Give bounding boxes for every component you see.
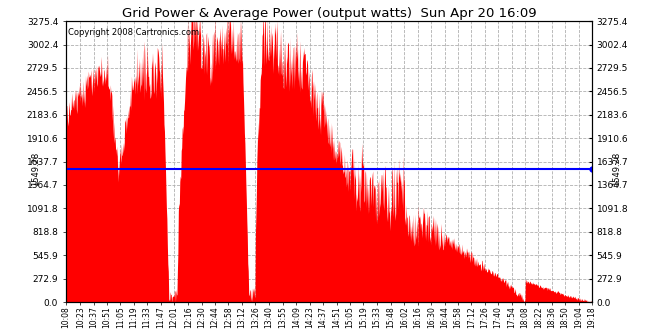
Title: Grid Power & Average Power (output watts)  Sun Apr 20 16:09: Grid Power & Average Power (output watts… xyxy=(122,7,536,20)
Text: Copyright 2008 Cartronics.com: Copyright 2008 Cartronics.com xyxy=(69,28,200,37)
Text: 1549.28: 1549.28 xyxy=(31,152,40,186)
Text: 1549.28: 1549.28 xyxy=(612,152,622,186)
